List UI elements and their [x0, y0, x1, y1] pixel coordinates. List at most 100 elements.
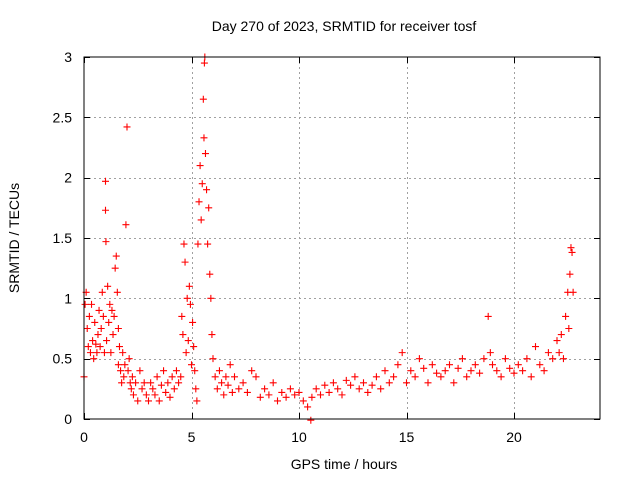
data-point [360, 379, 367, 387]
data-point [86, 349, 94, 357]
data-point [433, 369, 441, 377]
data-point [185, 282, 193, 290]
data-point [147, 379, 155, 387]
data-point [186, 300, 194, 308]
data-point [129, 391, 137, 399]
data-point [102, 206, 109, 214]
data-point [514, 361, 522, 369]
data-point [166, 393, 174, 401]
data-point [136, 367, 144, 375]
data-point [342, 376, 350, 384]
data-point [334, 385, 342, 393]
data-point [93, 349, 101, 357]
data-point [106, 300, 114, 308]
data-point [523, 355, 531, 363]
data-point [112, 252, 120, 260]
data-point [95, 306, 103, 314]
data-point [107, 349, 115, 357]
data-point [102, 238, 110, 246]
data-point [544, 349, 552, 357]
data-point [569, 288, 577, 296]
data-point [304, 403, 312, 411]
data-point [368, 381, 376, 389]
data-point [231, 373, 238, 381]
data-point [274, 397, 281, 405]
chart-title: Day 270 of 2023, SRMTID for receiver tos… [212, 18, 477, 34]
data-point [454, 364, 462, 372]
data-point [291, 391, 299, 399]
data-point [203, 186, 211, 194]
data-point [480, 355, 488, 363]
data-point [119, 349, 127, 357]
data-point [484, 312, 492, 320]
data-point [92, 340, 100, 348]
data-point [127, 385, 135, 393]
data-point [519, 367, 527, 375]
data-point [125, 355, 133, 363]
data-point [115, 343, 123, 351]
data-point [252, 373, 260, 381]
data-point [120, 373, 128, 381]
data-point [183, 294, 191, 302]
data-point [194, 240, 202, 248]
x-tick-label: 10 [291, 429, 307, 445]
data-point [557, 331, 565, 339]
data-point [157, 381, 165, 389]
data-point [140, 379, 148, 387]
data-point [567, 244, 575, 252]
data-point [138, 385, 146, 393]
data-point [182, 349, 190, 357]
data-point [164, 379, 172, 387]
data-point [325, 388, 333, 396]
data-point [149, 385, 157, 393]
data-point [90, 355, 98, 363]
data-point [385, 379, 393, 387]
data-point [467, 367, 475, 375]
data-point [179, 331, 187, 339]
x-tick-label: 5 [188, 429, 196, 445]
data-point [312, 385, 320, 393]
data-point [224, 381, 232, 389]
data-point [568, 248, 576, 256]
y-tick-label: 0 [64, 411, 72, 427]
data-point [168, 373, 176, 381]
data-point [188, 361, 195, 369]
data-point [269, 379, 277, 387]
data-point [81, 300, 89, 308]
data-point [97, 325, 105, 332]
data-point [197, 216, 205, 224]
data-point [207, 294, 215, 302]
data-point [555, 349, 563, 357]
data-point [228, 388, 236, 396]
data-point [261, 385, 269, 393]
data-point [192, 385, 200, 393]
data-point [510, 369, 518, 377]
data-point [437, 373, 445, 381]
data-point [278, 388, 286, 396]
data-point [549, 355, 557, 363]
data-point [239, 379, 247, 387]
data-point [89, 337, 97, 345]
data-point [390, 373, 398, 381]
data-point [204, 240, 212, 248]
data-point [446, 361, 453, 369]
data-point [117, 367, 125, 375]
data-point [403, 379, 410, 387]
data-point [102, 177, 109, 185]
data-point [532, 343, 539, 351]
ticks-layer: 0 5 10 15 20 0 0.5 1 1.5 2 2.5 3 [53, 49, 600, 445]
x-tick-label: 20 [506, 429, 522, 445]
data-point [208, 331, 216, 339]
data-point [286, 385, 294, 393]
data-point [211, 373, 219, 381]
data-point [458, 355, 466, 363]
data-point [307, 416, 315, 424]
data-point [113, 288, 121, 296]
y-tick-label: 1.5 [53, 230, 73, 246]
data-point [96, 343, 104, 351]
data-point [226, 361, 234, 369]
data-point [124, 367, 132, 375]
data-point [108, 306, 116, 314]
data-point [175, 379, 183, 387]
